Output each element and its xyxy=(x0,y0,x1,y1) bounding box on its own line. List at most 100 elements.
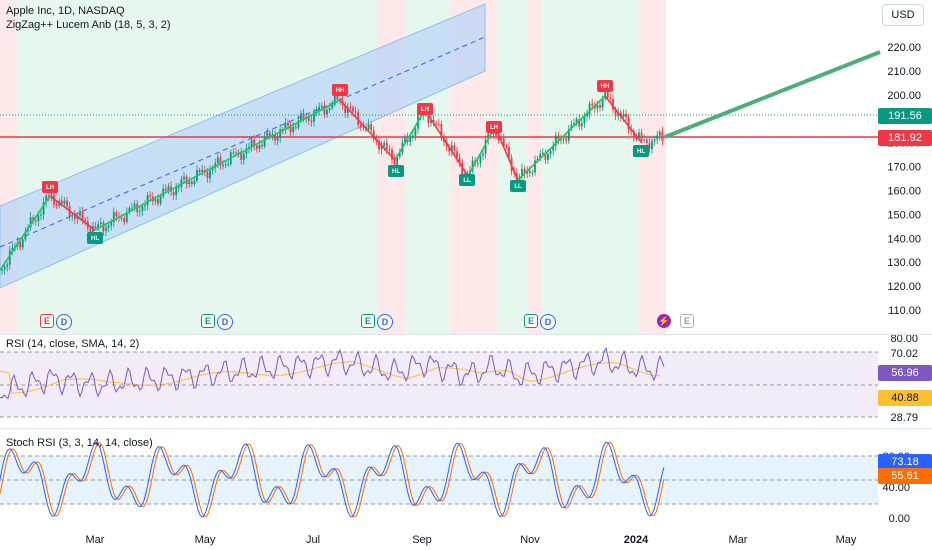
candle-body xyxy=(224,164,227,166)
trend-band xyxy=(640,0,666,334)
candle-body xyxy=(383,142,386,146)
dividend-event-marker[interactable]: D xyxy=(217,314,233,330)
candle-body xyxy=(227,164,230,166)
candle-body xyxy=(167,186,170,191)
zigzag-segment xyxy=(394,109,426,161)
price-chart[interactable]: LH HL HH HL LH LL LH LL HH HL 220.00 210.00 200.00 1… xyxy=(0,0,932,334)
candle-body xyxy=(279,129,282,139)
dividend-event-marker[interactable]: D xyxy=(540,314,556,330)
pane-divider[interactable] xyxy=(0,334,932,335)
candle-body xyxy=(198,169,201,173)
candle-body xyxy=(372,130,375,140)
candle-body xyxy=(349,107,352,109)
dividend-event-marker[interactable]: D xyxy=(56,314,72,330)
candle-body xyxy=(432,119,435,124)
candle-body xyxy=(274,134,276,141)
candle-body xyxy=(500,138,503,140)
pivot-label: HH xyxy=(336,88,345,94)
candle-body xyxy=(66,200,68,207)
zigzag-segment xyxy=(424,109,469,177)
pivot-label: HL xyxy=(637,149,645,155)
candle-body xyxy=(549,150,552,154)
candle-body xyxy=(562,138,565,140)
time-axis[interactable]: Mar May Jul Sep Nov 2024 Mar May xyxy=(0,531,932,550)
candle-body xyxy=(34,220,37,222)
lightning-icon[interactable]: ⚡ xyxy=(657,314,671,328)
pivot-label: HL xyxy=(91,236,99,242)
pivot-label: LH xyxy=(46,185,54,191)
candle-body xyxy=(320,105,323,107)
rsi-line xyxy=(0,346,665,400)
candle-body xyxy=(258,144,261,149)
candle-body xyxy=(261,144,263,147)
candle-body xyxy=(315,110,318,112)
candle-body xyxy=(60,200,63,204)
time-label: Mar xyxy=(728,534,748,546)
candle-body xyxy=(336,94,339,100)
stoch-rsi-pane[interactable]: 80.0040.000.00 Stoch RSI (3, 3, 14, 14, … xyxy=(0,429,932,531)
candle-body xyxy=(172,192,175,196)
pivot-label-box xyxy=(42,181,58,193)
candle-body xyxy=(388,149,391,151)
earnings-event-marker[interactable]: E xyxy=(361,314,375,328)
candle-body xyxy=(505,145,508,148)
rsi-axis-tick: 70.02 xyxy=(890,348,918,360)
pivot-label: LL xyxy=(463,178,471,184)
candle-body xyxy=(528,170,531,173)
candle-body xyxy=(357,112,360,125)
candle-body xyxy=(240,152,243,160)
candle-body xyxy=(71,214,74,217)
candle-body xyxy=(97,223,100,228)
candle-body xyxy=(539,154,542,159)
zigzag-segment xyxy=(94,99,341,231)
candle-body xyxy=(307,117,310,121)
price-chart-pane[interactable]: LH HL HH HL LH LL LH LL HH HL 220.00 210.00 200.00 1… xyxy=(0,0,932,334)
earnings-event-marker[interactable]: E xyxy=(524,314,538,328)
earnings-event-marker[interactable]: E xyxy=(680,314,694,328)
candle-body xyxy=(331,104,334,108)
candle-body xyxy=(32,217,35,221)
candle-body xyxy=(50,195,53,197)
candle-body xyxy=(73,214,76,220)
indicator-legend[interactable]: ZigZag++ Lucem Anb (18, 5, 3, 2) xyxy=(6,19,171,31)
candle-body xyxy=(596,104,599,109)
candle-body xyxy=(125,212,128,223)
price-axis-tick: 130.00 xyxy=(887,257,921,269)
stoch-axis-tick: 0.00 xyxy=(889,513,910,525)
candle-body xyxy=(479,155,482,163)
candle-body xyxy=(565,138,568,141)
rsi-legend[interactable]: RSI (14, close, SMA, 14, 2) xyxy=(6,338,140,350)
candle-body xyxy=(591,103,594,106)
candle-body xyxy=(266,132,269,137)
candle-body xyxy=(453,145,456,152)
candle-body xyxy=(112,212,115,223)
candle-body xyxy=(521,168,523,177)
candle-body xyxy=(164,188,167,191)
candle-body xyxy=(287,122,289,126)
candle-body xyxy=(544,152,547,160)
candle-body xyxy=(448,146,451,152)
currency-button[interactable]: USD xyxy=(882,4,924,26)
price-axis-tick: 140.00 xyxy=(887,233,921,245)
stoch-legend[interactable]: Stoch RSI (3, 3, 14, 14, close) xyxy=(6,437,153,449)
earnings-event-marker[interactable]: E xyxy=(201,314,215,328)
rsi-chart[interactable]: 80.00 70.02 28.79 xyxy=(0,335,932,428)
projection-line xyxy=(664,50,881,139)
stoch-rsi-chart[interactable]: 80.0040.000.00 xyxy=(0,429,932,531)
candle-body xyxy=(599,104,601,108)
candle-body xyxy=(583,116,586,124)
candle-body xyxy=(138,211,141,213)
candle-body xyxy=(47,195,50,197)
candle-body xyxy=(105,227,107,232)
candle-body xyxy=(586,114,588,117)
candle-body xyxy=(547,153,549,160)
candle-body xyxy=(573,123,575,125)
candle-body xyxy=(635,137,638,139)
pivot-label-box xyxy=(388,165,404,177)
pane-divider[interactable] xyxy=(0,428,932,429)
candle-body xyxy=(531,172,534,174)
rsi-pane[interactable]: 80.00 70.02 28.79 RSI (14, close, SMA, 14,… xyxy=(0,335,932,428)
dividend-event-marker[interactable]: D xyxy=(377,314,393,330)
earnings-event-marker[interactable]: E xyxy=(40,314,54,328)
candle-body xyxy=(437,123,440,125)
